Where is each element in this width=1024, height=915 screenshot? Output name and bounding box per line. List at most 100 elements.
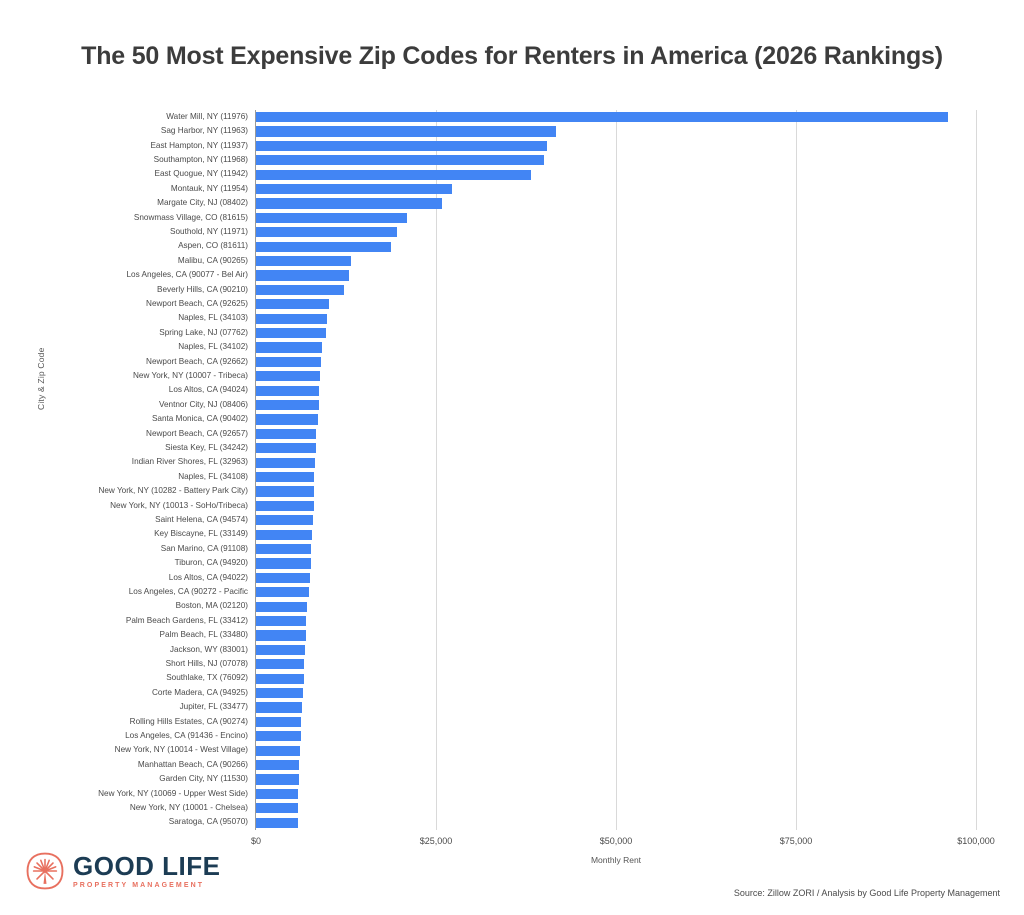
bar[interactable] (256, 140, 547, 152)
bar[interactable] (256, 601, 308, 612)
bar-row[interactable] (256, 700, 976, 714)
bar[interactable] (256, 745, 300, 756)
bar-row[interactable] (256, 686, 976, 700)
bar-row[interactable] (256, 196, 976, 210)
bar[interactable] (256, 659, 305, 670)
bar-row[interactable] (256, 672, 976, 686)
bar-row[interactable] (256, 268, 976, 282)
bar[interactable] (256, 227, 398, 238)
bar-row[interactable] (256, 657, 976, 671)
bar[interactable] (256, 112, 948, 123)
bar-row[interactable] (256, 585, 976, 599)
bar[interactable] (256, 529, 313, 540)
bar-row[interactable] (256, 801, 976, 815)
bar-row[interactable] (256, 441, 976, 455)
bar[interactable] (256, 774, 299, 785)
bar-row[interactable] (256, 369, 976, 383)
bar-row[interactable] (256, 542, 976, 556)
bar[interactable] (256, 558, 311, 569)
bar-row[interactable] (256, 139, 976, 153)
bar-row[interactable] (256, 182, 976, 196)
bar[interactable] (256, 544, 312, 555)
bar[interactable] (256, 385, 320, 396)
bar[interactable] (256, 472, 315, 483)
bar[interactable] (256, 515, 313, 526)
bar-row[interactable] (256, 787, 976, 801)
bar[interactable] (256, 702, 303, 713)
bar-row[interactable] (256, 528, 976, 542)
bar-row[interactable] (256, 614, 976, 628)
bar[interactable] (256, 803, 299, 814)
bar[interactable] (256, 788, 299, 800)
bar-row[interactable] (256, 398, 976, 412)
bar[interactable] (256, 212, 408, 224)
bar-row[interactable] (256, 225, 976, 239)
bar[interactable] (256, 630, 306, 641)
bar[interactable] (256, 328, 326, 339)
bar[interactable] (256, 184, 452, 195)
bar[interactable] (256, 241, 391, 252)
bar[interactable] (256, 760, 300, 771)
bar-row[interactable] (256, 312, 976, 326)
bar-row[interactable] (256, 499, 976, 513)
bar[interactable] (256, 688, 303, 699)
bar-row[interactable] (256, 571, 976, 585)
bar-row[interactable] (256, 715, 976, 729)
bar[interactable] (256, 731, 301, 742)
bar-row[interactable] (256, 110, 976, 124)
bar-row[interactable] (256, 772, 976, 786)
bar[interactable] (256, 400, 319, 411)
bar-row[interactable] (256, 816, 976, 830)
bar-row[interactable] (256, 456, 976, 470)
bar-row[interactable] (256, 283, 976, 297)
bar[interactable] (256, 270, 349, 281)
bar[interactable] (256, 644, 305, 656)
bar[interactable] (256, 616, 307, 627)
bar[interactable] (256, 500, 314, 512)
bar-row[interactable] (256, 153, 976, 167)
bar-row[interactable] (256, 729, 976, 743)
bar-row[interactable] (256, 168, 976, 182)
bar[interactable] (256, 284, 344, 296)
bar-row[interactable] (256, 758, 976, 772)
bar[interactable] (256, 313, 327, 324)
bar[interactable] (256, 572, 310, 584)
bar-row[interactable] (256, 556, 976, 570)
bar-row[interactable] (256, 124, 976, 138)
bar-row[interactable] (256, 600, 976, 614)
bar-row[interactable] (256, 211, 976, 225)
bar[interactable] (256, 299, 330, 310)
bar-row[interactable] (256, 297, 976, 311)
bar[interactable] (256, 371, 321, 382)
bar-row[interactable] (256, 384, 976, 398)
bar-row[interactable] (256, 513, 976, 527)
bar-row[interactable] (256, 643, 976, 657)
bar-row[interactable] (256, 427, 976, 441)
bar[interactable] (256, 342, 322, 353)
bar[interactable] (256, 443, 316, 454)
bar[interactable] (256, 356, 321, 368)
bar[interactable] (256, 587, 309, 598)
bar-row[interactable] (256, 355, 976, 369)
bar-row[interactable] (256, 484, 976, 498)
bar-row[interactable] (256, 254, 976, 268)
bar[interactable] (256, 414, 318, 425)
bar[interactable] (256, 155, 544, 166)
bar-row[interactable] (256, 326, 976, 340)
bar-row[interactable] (256, 628, 976, 642)
bar[interactable] (256, 169, 532, 180)
bar-row[interactable] (256, 470, 976, 484)
bar-row[interactable] (256, 744, 976, 758)
bar[interactable] (256, 716, 302, 728)
bar[interactable] (256, 256, 352, 267)
bar[interactable] (256, 673, 304, 684)
bar[interactable] (256, 457, 316, 468)
bar-row[interactable] (256, 340, 976, 354)
bar-row[interactable] (256, 412, 976, 426)
bar[interactable] (256, 198, 442, 209)
bar[interactable] (256, 126, 557, 137)
bar[interactable] (256, 486, 314, 497)
bar-row[interactable] (256, 240, 976, 254)
bar[interactable] (256, 428, 317, 440)
bar[interactable] (256, 817, 298, 828)
